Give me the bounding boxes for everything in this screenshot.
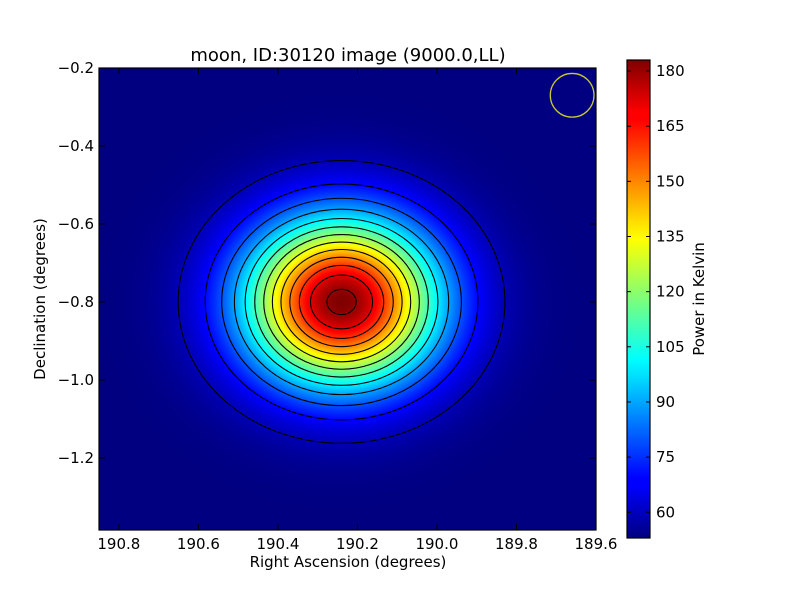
y-tick-label: −0.2 xyxy=(58,59,94,77)
colorbar-tick-label: 165 xyxy=(656,117,685,135)
plot-area xyxy=(98,67,597,531)
y-tick-label: −1.0 xyxy=(58,371,94,389)
contour-line xyxy=(177,160,506,444)
contour-line xyxy=(221,197,462,407)
contour-line xyxy=(289,256,394,348)
colorbar-tick-label: 135 xyxy=(656,227,685,245)
x-tick-label: 190.4 xyxy=(256,535,299,553)
chart-title: moon, ID:30120 image (9000.0,LL) xyxy=(190,45,505,66)
contour-line xyxy=(244,217,439,386)
x-axis-label: Right Ascension (degrees) xyxy=(250,553,447,571)
colorbar-label: Power in Kelvin xyxy=(690,242,708,356)
contour-line xyxy=(204,183,479,421)
contour-line xyxy=(263,234,420,370)
contour-line xyxy=(326,288,357,316)
colorbar-tick-label: 150 xyxy=(656,172,685,190)
x-tick-label: 190.6 xyxy=(177,535,220,553)
colorbar-gradient xyxy=(627,60,650,538)
colorbar-tick-label: 120 xyxy=(656,283,685,301)
colorbar-tick-label: 60 xyxy=(656,503,675,521)
colorbar-tick-label: 105 xyxy=(656,338,685,356)
y-axis-ticks: −0.2 −0.4 −0.6 −0.8 −1.0 −1.2 xyxy=(58,59,596,467)
beam-circle xyxy=(549,72,595,118)
colorbar-tick-label: 180 xyxy=(656,62,685,80)
x-tick-label: 189.6 xyxy=(575,535,618,553)
colorbar: 60 75 90 105 120 135 150 165 180 Power in Kelvin xyxy=(626,59,708,539)
contour-line xyxy=(254,226,429,378)
contour-line xyxy=(309,274,374,330)
contour-line xyxy=(233,208,450,396)
heatmap-image xyxy=(99,68,596,530)
x-axis-ticks: 190.8 190.6 190.4 190.2 190.0 189.8 189.6 xyxy=(97,68,617,553)
colorbar-frame xyxy=(626,59,651,539)
y-tick-label: −1.2 xyxy=(58,449,94,467)
x-tick-label: 190.2 xyxy=(336,535,379,553)
contour-lines xyxy=(177,160,506,444)
y-tick-label: −0.8 xyxy=(58,293,94,311)
contour-line xyxy=(280,248,403,355)
colorbar-tick-label: 75 xyxy=(656,448,675,466)
colorbar-tick-label: 90 xyxy=(656,393,675,411)
x-tick-label: 190.0 xyxy=(415,535,458,553)
colorbar-ticks: 60 75 90 105 120 135 150 165 180 xyxy=(627,62,685,521)
x-tick-label: 190.8 xyxy=(97,535,140,553)
plot-frame xyxy=(98,67,597,531)
y-axis-label: Declination (degrees) xyxy=(31,218,49,380)
y-tick-label: −0.6 xyxy=(58,215,94,233)
x-tick-label: 189.8 xyxy=(495,535,538,553)
y-tick-label: −0.4 xyxy=(58,137,94,155)
contour-line xyxy=(298,264,385,339)
contour-line xyxy=(271,241,412,363)
